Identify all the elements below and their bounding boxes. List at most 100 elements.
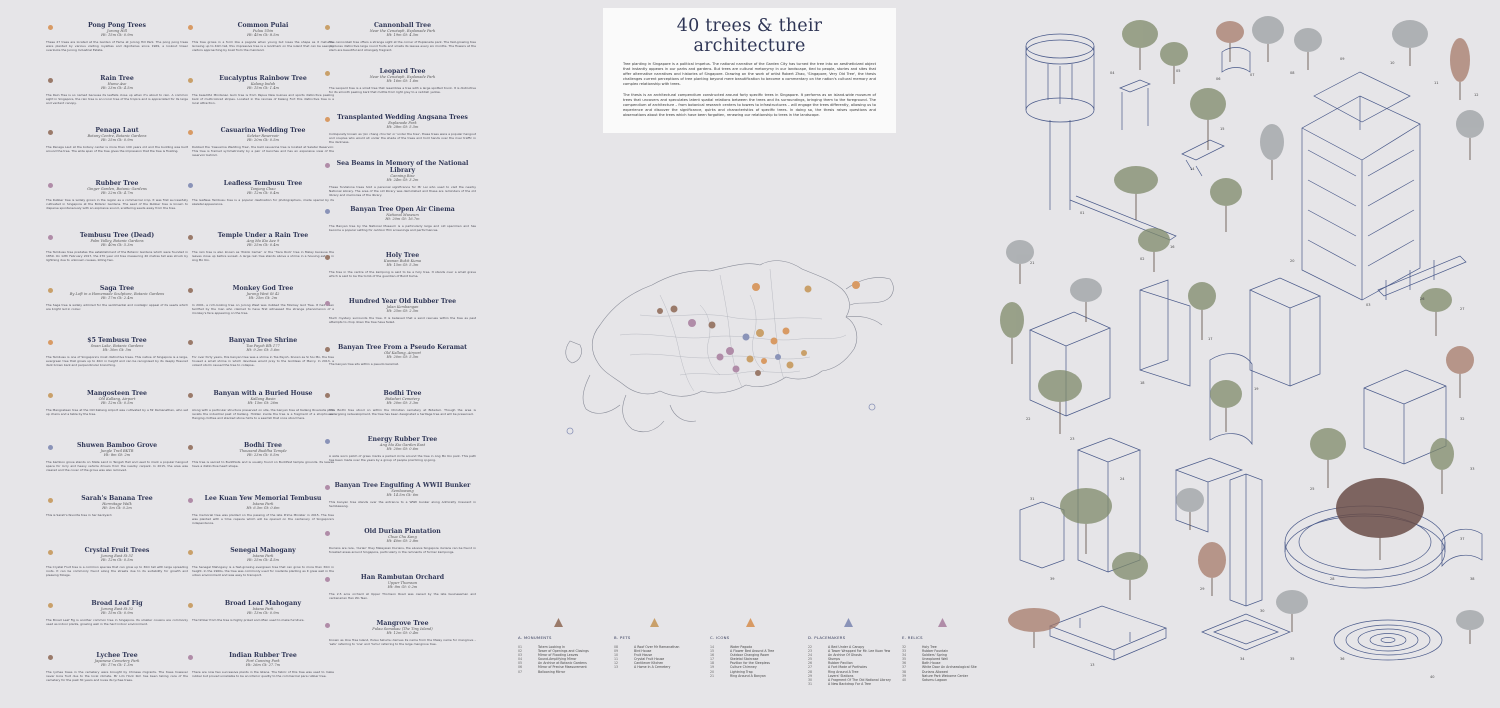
legend-item-number: 31 xyxy=(808,681,813,686)
tree-description: Colloquially known as 'pin chang chiu ta… xyxy=(329,132,476,145)
tree-name: Energy Rubber Tree xyxy=(367,436,438,443)
map-marker[interactable] xyxy=(708,321,716,329)
legend-item: 28 Ring Around A Tree xyxy=(808,670,898,674)
tree-dimensions: Ht: 40m Gt: 2.8m xyxy=(386,539,419,544)
legend-item-number: 13 xyxy=(614,665,619,670)
map-marker[interactable] xyxy=(716,353,724,361)
tree-name: Mangosteen Tree xyxy=(87,389,147,397)
legend-item-label: Mirror of Precise Measurement xyxy=(538,665,587,670)
legend-item: 32 Holy Tree xyxy=(902,645,992,649)
legend-item: 33 Rubber Fountain xyxy=(902,649,992,653)
map-marker[interactable] xyxy=(566,427,574,435)
tree-entry: Lee Kuan Yew Memorial Tembusu Istana Park… xyxy=(188,495,338,548)
legend-item-number: 05 xyxy=(518,661,523,666)
map-marker[interactable] xyxy=(726,347,734,355)
drawing-frame-a xyxy=(1029,311,1111,417)
tree-name: Tembusu Tree (Dead) xyxy=(79,232,155,239)
tree-canopy xyxy=(1038,370,1082,402)
tree-location: Kalang Indah xyxy=(250,81,276,86)
tree-description: There are now two successive plants in t… xyxy=(192,670,334,679)
tree-canopy xyxy=(1112,552,1148,580)
legend-item-number: 33 xyxy=(902,649,907,654)
drawing-stand-m xyxy=(1119,79,1151,130)
map-marker[interactable] xyxy=(756,329,764,337)
map-marker[interactable] xyxy=(868,403,876,411)
legend-item-number: 01 xyxy=(518,645,523,649)
tree-description: A wide worn patch of grass marks a parke… xyxy=(329,454,476,463)
map-marker[interactable] xyxy=(770,337,778,345)
map-marker[interactable] xyxy=(761,358,767,364)
map-marker[interactable] xyxy=(688,319,696,327)
legend-item-label: Fruit House xyxy=(634,653,653,658)
tree-name: Monkey God Tree xyxy=(232,284,294,292)
legend-title: A. MONUMENTS xyxy=(518,635,552,640)
tree-entry: Broad Leaf Fig Jurong East St 52 Ht: 15m G… xyxy=(42,600,192,653)
tree-dimensions: Ht: 45m Gt: 8.5m xyxy=(247,33,279,38)
tree-entry: Holy Tree Kwanan Bukit Kuma Ht: 15m Gt: 5.… xyxy=(325,252,480,298)
tree-name: Banyan Tree Open Air Cinema xyxy=(350,206,455,213)
map-marker[interactable] xyxy=(732,365,740,373)
tree-name: Banyan with a Buried House xyxy=(213,389,313,397)
tree-entry: Broad Leaf Mahogany Istana Park Ht: 13m Gt… xyxy=(188,600,338,653)
tree-list-column-3: Cannonball Tree Near the Cenotaph, Esplan… xyxy=(325,22,480,666)
map-marker[interactable] xyxy=(782,327,790,335)
tree-dimensions: Ht: 24m Gt: 3.2m xyxy=(386,178,419,183)
tree-canopy-grey xyxy=(1006,240,1034,264)
intro-paragraph-1: Tree planting in Singapore is a politica… xyxy=(623,62,876,86)
drawing-number-label: 17 xyxy=(1208,337,1212,341)
category-dot-icon xyxy=(188,287,193,293)
legend-item-label: A Tower Wrapped For Mr. Lee Kuan Yew xyxy=(828,649,891,654)
legend-item-label: Tower of Openings and Closings xyxy=(538,649,589,654)
drawing-number-label: 26 xyxy=(1420,297,1424,301)
tree-dimensions: Ht: 16m Gt: 1.6m xyxy=(386,79,419,84)
map-marker[interactable] xyxy=(746,355,754,363)
tree-canopy xyxy=(1160,42,1188,66)
tree-canopy xyxy=(1210,380,1242,408)
tree-name: Sea Beams in Memory of the National Libr… xyxy=(336,160,469,174)
legend-item: 01 Totem Looking In xyxy=(518,645,608,649)
legend-item: 29 Lovers' Stations xyxy=(808,674,898,678)
legend-item-number: 08 xyxy=(614,645,619,649)
map-marker[interactable] xyxy=(657,308,663,314)
map-marker[interactable] xyxy=(801,350,807,356)
legend-item-number: 36 xyxy=(902,661,907,666)
tree-location: Pulau Semakau (The Tiny Island) xyxy=(372,627,433,631)
category-dot-icon xyxy=(325,623,330,628)
category-dot-icon xyxy=(48,340,53,345)
legend-item-number: 04 xyxy=(518,657,523,662)
legend: A. MONUMENTS 01 Totem Looking In 02 Tower of… xyxy=(518,618,988,698)
tree-description: The memorial tree was planted on the pas… xyxy=(192,512,334,525)
drawing-number-label: 22 xyxy=(1026,417,1030,421)
legend-item-label: Skeletal Staircase xyxy=(730,657,759,662)
map-marker[interactable] xyxy=(786,361,794,369)
drawing-stand-n xyxy=(1221,47,1251,73)
map-marker[interactable] xyxy=(804,285,812,293)
tree-description: The timber from the tree is highly prize… xyxy=(192,617,305,622)
map-marker[interactable] xyxy=(852,281,860,289)
tree-canopy xyxy=(1122,20,1158,48)
tree-dimensions: Ht: 15m Gt: 1.4m xyxy=(247,85,279,90)
map-marker[interactable] xyxy=(755,370,761,376)
map-marker[interactable] xyxy=(742,333,750,341)
legend-item-label: Nature Park Welcome Center xyxy=(922,673,969,678)
tree-description: The Mangosteen tree at the Old Kallang A… xyxy=(46,407,188,416)
tree-name: Cannonball Tree xyxy=(373,22,432,29)
drawing-number-label: 23 xyxy=(1070,437,1074,441)
tree-location: Jungle Trail BKTR xyxy=(100,449,134,453)
category-dot-icon xyxy=(48,287,53,293)
architecture-drawings: 01 02 03 04 05 06 07 08 09 10 11 12 13 14 15 16 17 18 19 20… xyxy=(990,0,1500,708)
legend-item-label: Lovers' Stations xyxy=(828,673,854,678)
tree-dimensions: Ht: 20m Gt: 16.7m xyxy=(385,217,420,222)
map-marker[interactable] xyxy=(775,354,781,360)
legend-item-label: A Flower Bed Around A Tree xyxy=(730,649,775,654)
map-marker[interactable] xyxy=(752,283,760,291)
tree-dimensions: Ht: 19m Gt: 4.5m xyxy=(386,33,419,38)
tree-description: The tree in the centre of the kampong is… xyxy=(329,270,476,279)
tree-entry: Casuarina Wedding Tree Seletar Reservoir H… xyxy=(188,127,338,180)
tree-location: Istana Park xyxy=(252,501,274,506)
legend-item: 05 An Archive at Botanic Gardens xyxy=(518,661,608,665)
tree-name: Lychee Tree xyxy=(96,652,138,659)
tree-dimensions: Ht: 5m Gt: 0.2m xyxy=(102,505,132,510)
tree-location: Tanjong Chao xyxy=(250,186,276,191)
map-marker[interactable] xyxy=(670,305,678,313)
